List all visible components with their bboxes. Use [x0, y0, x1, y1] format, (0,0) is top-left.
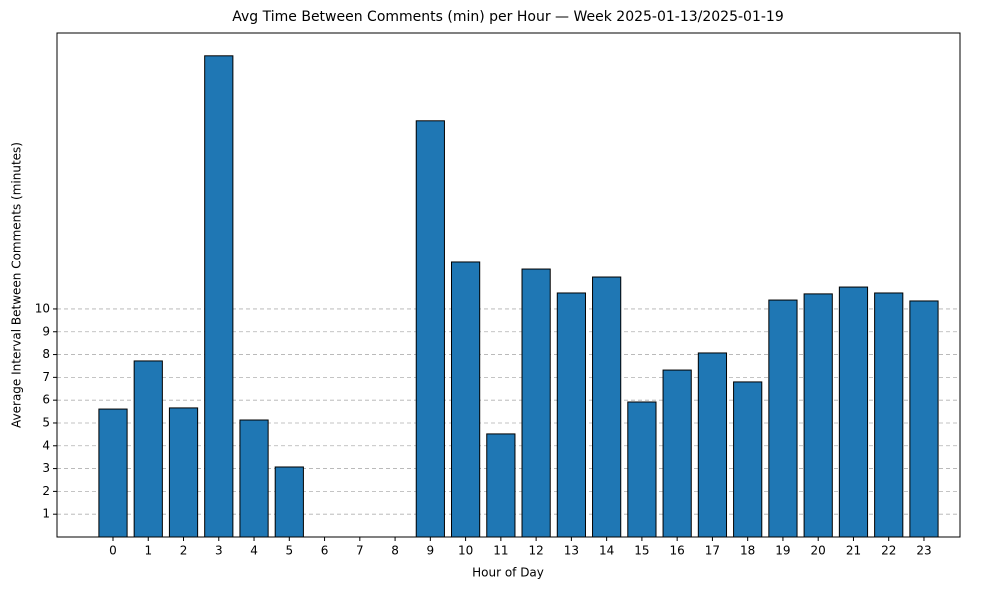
x-tick-label: 12 — [528, 544, 543, 558]
x-tick-label: 5 — [285, 544, 293, 558]
x-tick-label: 15 — [634, 544, 649, 558]
x-tick-label: 21 — [846, 544, 861, 558]
x-tick-label: 0 — [109, 544, 117, 558]
bar — [697, 352, 728, 538]
y-tick-label: 6 — [42, 393, 50, 407]
bar — [521, 268, 551, 538]
bar — [909, 300, 939, 538]
bar — [486, 433, 516, 538]
bar — [768, 299, 798, 538]
x-tick-label: 23 — [916, 544, 931, 558]
x-tick-label: 10 — [458, 544, 473, 558]
y-tick-label: 4 — [42, 438, 50, 452]
x-tick-label: 17 — [705, 544, 720, 558]
y-axis-label: Average Interval Between Comments (minut… — [10, 142, 24, 428]
x-tick-label: 18 — [740, 544, 755, 558]
bar — [803, 293, 833, 538]
bar — [627, 401, 657, 538]
bar — [450, 261, 481, 538]
x-tick-label: 9 — [427, 544, 435, 558]
x-tick-label: 13 — [564, 544, 579, 558]
bar — [274, 466, 304, 538]
bar — [662, 369, 692, 538]
x-tick-label: 14 — [599, 544, 614, 558]
plot-frame — [56, 32, 961, 538]
bar — [168, 407, 199, 538]
bar — [556, 292, 586, 538]
bar — [133, 360, 163, 538]
bar — [874, 292, 904, 538]
bar — [733, 381, 763, 538]
chart-title: Avg Time Between Comments (min) per Hour… — [232, 9, 783, 25]
x-tick-label: 7 — [356, 544, 364, 558]
y-tick-label: 9 — [42, 324, 50, 338]
x-tick-label: 2 — [180, 544, 188, 558]
y-tick-label: 10 — [35, 301, 50, 315]
bar — [415, 120, 445, 538]
x-tick-label: 6 — [321, 544, 329, 558]
y-tick-label: 3 — [42, 461, 50, 475]
y-tick-label: 8 — [42, 347, 50, 361]
bar — [204, 55, 234, 538]
bar — [239, 419, 269, 538]
y-tick-label: 5 — [42, 415, 50, 429]
y-tick-label: 2 — [42, 484, 50, 498]
x-tick-label: 16 — [670, 544, 685, 558]
x-axis-label: Hour of Day — [472, 566, 544, 580]
bar — [838, 286, 869, 538]
x-tick-label: 11 — [493, 544, 508, 558]
y-tick-label: 7 — [42, 370, 50, 384]
x-tick-label: 22 — [881, 544, 896, 558]
x-tick-label: 4 — [250, 544, 258, 558]
x-tick-label: 20 — [811, 544, 826, 558]
x-tick-label: 1 — [144, 544, 152, 558]
x-tick-label: 8 — [391, 544, 399, 558]
x-tick-label: 3 — [215, 544, 223, 558]
bar — [98, 408, 128, 538]
x-tick-label: 19 — [775, 544, 790, 558]
y-tick-label: 1 — [42, 507, 50, 521]
bar — [592, 276, 622, 538]
